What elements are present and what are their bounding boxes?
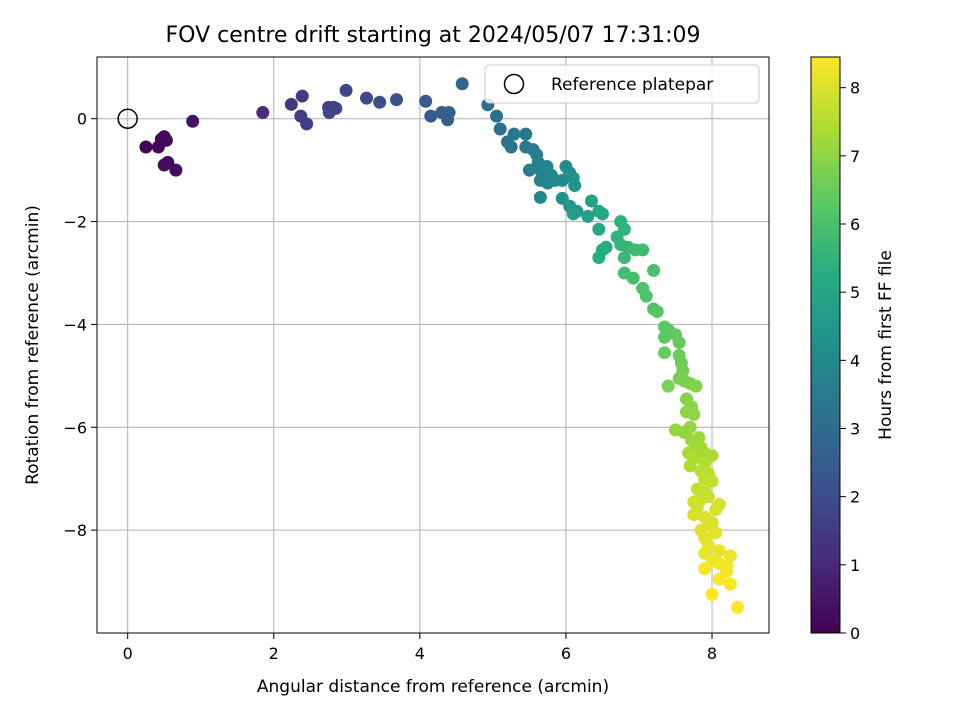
data-point [373, 95, 387, 109]
data-point [723, 577, 737, 591]
data-point [441, 113, 455, 127]
data-point [617, 251, 631, 265]
data-point [705, 587, 719, 601]
data-point [650, 305, 664, 319]
data-point [672, 335, 686, 349]
data-point [519, 127, 533, 141]
data-point [419, 94, 433, 108]
x-tick-label: 8 [707, 644, 717, 663]
colorbar-tick-label: 5 [850, 283, 860, 302]
data-point [687, 508, 701, 522]
x-tick-label: 4 [415, 644, 425, 663]
data-point [661, 379, 675, 393]
data-point [705, 474, 719, 488]
data-point [566, 207, 580, 221]
reference-point [117, 108, 138, 129]
data-point [360, 91, 374, 105]
data-point [712, 544, 726, 558]
colorbar-tick-label: 3 [850, 420, 860, 439]
data-point [493, 122, 507, 136]
plot-frame [96, 56, 770, 634]
x-tick-label: 6 [561, 644, 571, 663]
y-axis-ticks: 0 −2 −4 −6 −8 [63, 110, 97, 540]
x-tick-label: 2 [269, 644, 279, 663]
data-point [389, 93, 403, 107]
data-point [658, 346, 672, 360]
data-point [592, 222, 606, 236]
data-point [568, 179, 582, 193]
data-point [424, 109, 438, 123]
colorbar-tick-label: 8 [850, 79, 860, 98]
plot-area [96, 56, 770, 634]
colorbar: 0 1 2 3 4 5 6 7 8 Hours from first FF file [810, 56, 896, 643]
scatter-points [139, 77, 745, 614]
colorbar-tick-label: 7 [850, 147, 860, 166]
data-point [161, 155, 175, 169]
data-point [581, 209, 595, 223]
data-point [300, 117, 314, 131]
data-point [522, 163, 536, 177]
data-point [592, 251, 606, 265]
data-point [504, 140, 518, 154]
data-point [709, 526, 723, 540]
data-point [329, 101, 343, 115]
data-point [687, 407, 701, 421]
data-point [683, 459, 697, 473]
x-axis-label: Angular distance from reference (arcmin) [257, 677, 609, 697]
legend-reference-marker [503, 73, 525, 95]
legend: Reference platepar [484, 64, 760, 104]
data-point [159, 133, 173, 147]
data-point [295, 89, 309, 103]
data-point [139, 140, 153, 154]
x-tick-label: 0 [123, 644, 133, 663]
colorbar-gradient [811, 57, 840, 633]
data-point [639, 289, 653, 303]
data-point [689, 379, 703, 393]
data-point [712, 572, 726, 586]
y-tick-label: 0 [77, 110, 87, 129]
data-point [284, 97, 298, 111]
data-point [533, 190, 547, 204]
data-point [490, 109, 504, 123]
data-point [709, 503, 723, 517]
data-point [186, 114, 200, 128]
legend-entry-reference: Reference platepar [551, 75, 713, 95]
colorbar-tick-label: 2 [850, 488, 860, 507]
data-point [339, 83, 353, 97]
plot-background [97, 57, 769, 633]
data-point [585, 194, 599, 208]
data-point [698, 562, 712, 576]
reference-marker [117, 108, 138, 129]
x-axis-ticks: 0 2 4 6 8 [123, 633, 717, 663]
legend-box [484, 64, 760, 104]
data-point [636, 243, 650, 257]
y-tick-label: −6 [63, 418, 87, 437]
chart-title: FOV centre drift starting at 2024/05/07 … [166, 23, 701, 48]
y-tick-label: −2 [63, 213, 87, 232]
data-point [599, 240, 613, 254]
colorbar-tick-label: 0 [850, 624, 860, 643]
colorbar-tick-label: 6 [850, 215, 860, 234]
y-tick-label: −8 [63, 521, 87, 540]
data-point [256, 106, 270, 120]
data-point [723, 549, 737, 563]
colorbar-tick-label: 4 [850, 351, 860, 370]
data-point [626, 271, 640, 285]
data-point [455, 77, 469, 91]
data-point [658, 330, 672, 344]
data-point [647, 263, 661, 277]
colorbar-label: Hours from first FF file [876, 250, 896, 440]
data-point [169, 163, 183, 177]
data-point [683, 420, 697, 434]
colorbar-tick-label: 1 [850, 556, 860, 575]
y-axis-label: Rotation from reference (arcmin) [23, 205, 43, 485]
data-point [507, 127, 521, 141]
colorbar-ticks: 0 1 2 3 4 5 6 7 8 [840, 79, 860, 643]
data-point [595, 207, 609, 221]
y-tick-label: −4 [63, 315, 87, 334]
data-point [731, 600, 745, 614]
colorbar-frame [810, 56, 841, 634]
